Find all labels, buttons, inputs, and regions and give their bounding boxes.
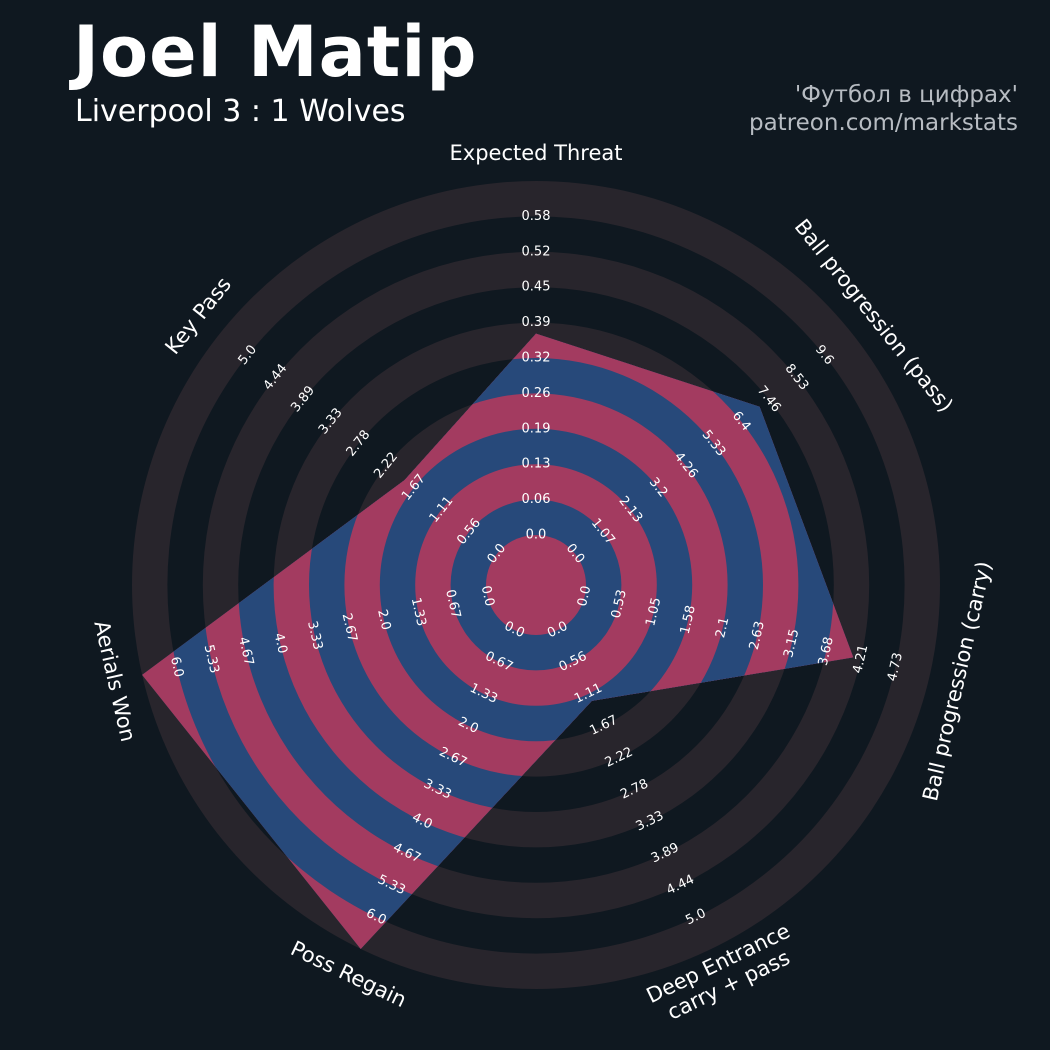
radar-tick-label: 3.68 [816, 636, 837, 668]
radar-tick-label: 5.33 [201, 643, 222, 675]
radar-tick-label: 0.0 [526, 528, 547, 543]
radar-tick-label: 4.0 [271, 632, 290, 656]
radar-tick-label: 0.26 [522, 386, 551, 401]
radar-tick-label: 0.67 [442, 588, 463, 620]
radar-tick-label: 0.32 [522, 351, 551, 366]
radar-tick-label: 0.06 [522, 492, 551, 507]
radar-axis-label: Expected Threat [450, 141, 623, 165]
radar-tick-label: 0.58 [522, 209, 551, 224]
credit-text: 'Футбол в цифрах' [794, 82, 1018, 108]
radar-tick-label: 4.21 [850, 643, 871, 675]
radar-tick-label: 4.73 [885, 651, 906, 683]
radar-tick-label: 6.0 [167, 655, 186, 679]
radar-tick-label: 0.39 [522, 315, 551, 330]
radar-tick-label: 0.13 [522, 457, 551, 472]
match-subtitle: Liverpool 3 : 1 Wolves [75, 94, 406, 129]
radar-highlight-band [486, 535, 586, 635]
radar-tick-label: 2.1 [713, 616, 732, 640]
radar-tick-label: 2.0 [374, 608, 393, 632]
radar-tick-label: 1.05 [643, 596, 664, 628]
radar-axis-label-line: Aerials Won [89, 618, 140, 744]
credit-url: patreon.com/markstats [748, 110, 1018, 136]
radar-tick-label: 0.52 [522, 244, 551, 259]
radar-tick-label: 0.0 [478, 584, 497, 608]
radar-tick-label: 0.0 [575, 584, 594, 608]
radar-tick-label: 2.63 [747, 620, 768, 652]
player-name-title: Joel Matip [73, 11, 478, 93]
radar-axis-label-line: Expected Threat [450, 141, 623, 165]
radar-tick-label: 1.58 [678, 604, 699, 636]
radar-tick-label: 0.45 [522, 280, 551, 295]
radar-tick-label: 0.53 [609, 588, 630, 620]
radar-tick-label: 3.33 [304, 620, 325, 652]
radar-tick-label: 2.67 [339, 612, 360, 644]
radar-tick-label: 1.33 [408, 596, 429, 628]
radar-tick-label: 3.15 [781, 628, 802, 660]
radar-tick-label: 0.19 [522, 421, 551, 436]
radar-tick-label: 4.67 [235, 636, 256, 668]
radar-axis-label: Aerials Won [89, 618, 140, 744]
